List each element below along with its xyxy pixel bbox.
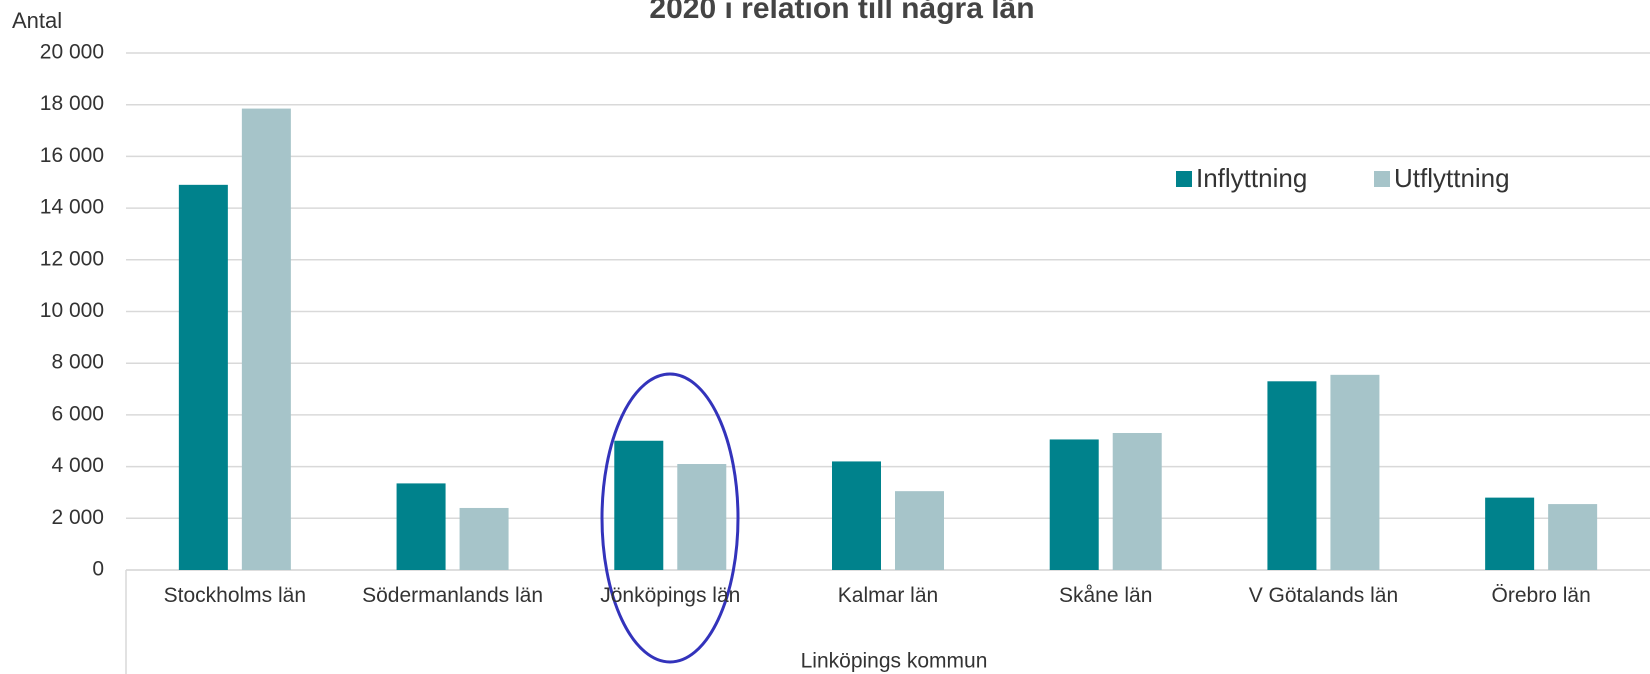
x-tick-label: Örebro län: [1491, 584, 1591, 607]
bar: [1112, 432, 1162, 570]
bar: [1330, 374, 1380, 570]
y-tick-label: 10 000: [40, 299, 104, 322]
y-tick-label: 6 000: [51, 402, 104, 425]
x-tick-label: Jönköpings län: [600, 584, 741, 607]
y-tick-label: 16 000: [40, 144, 104, 167]
bar: [396, 483, 446, 570]
legend-swatch: [1374, 171, 1390, 187]
x-tick-label: Stockholms län: [163, 584, 307, 607]
bar: [241, 108, 291, 570]
y-tick-label: 0: [92, 558, 104, 581]
y-tick-label: 12 000: [40, 247, 104, 270]
bar: [895, 491, 944, 570]
x-tick-label: Södermanlands län: [362, 584, 544, 607]
x-tick-label: V Götalands län: [1248, 584, 1399, 607]
y-tick-label: 2 000: [51, 506, 104, 529]
bar: [1548, 504, 1598, 570]
bar: [1049, 439, 1099, 570]
bar: [832, 461, 881, 570]
y-axis-label: Antal: [12, 8, 62, 33]
x-tick-label: Skåne län: [1059, 584, 1153, 607]
chart-title: 2020 i relation till några län: [649, 0, 1034, 25]
y-tick-label: 18 000: [40, 92, 104, 115]
highlight-ellipse: [600, 372, 740, 664]
bar: [1267, 381, 1317, 570]
bar: [677, 464, 727, 570]
y-tick-label: 14 000: [40, 196, 104, 219]
y-tick-label: 20 000: [40, 41, 104, 64]
legend-swatch: [1176, 171, 1192, 187]
legend-label: Inflyttning: [1196, 163, 1307, 193]
legend-label: Utflyttning: [1394, 163, 1510, 193]
bar: [459, 507, 509, 570]
y-tick-label: 8 000: [51, 351, 104, 374]
y-tick-label: 4 000: [51, 454, 104, 477]
bar: [614, 440, 664, 570]
bar: [1485, 497, 1535, 570]
x-group-label: Linköpings kommun: [801, 650, 988, 673]
bar: [178, 184, 228, 570]
x-tick-label: Kalmar län: [837, 584, 939, 607]
